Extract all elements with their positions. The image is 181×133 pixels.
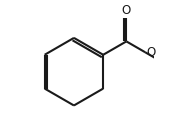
Text: O: O	[122, 4, 131, 17]
Text: O: O	[146, 46, 155, 59]
